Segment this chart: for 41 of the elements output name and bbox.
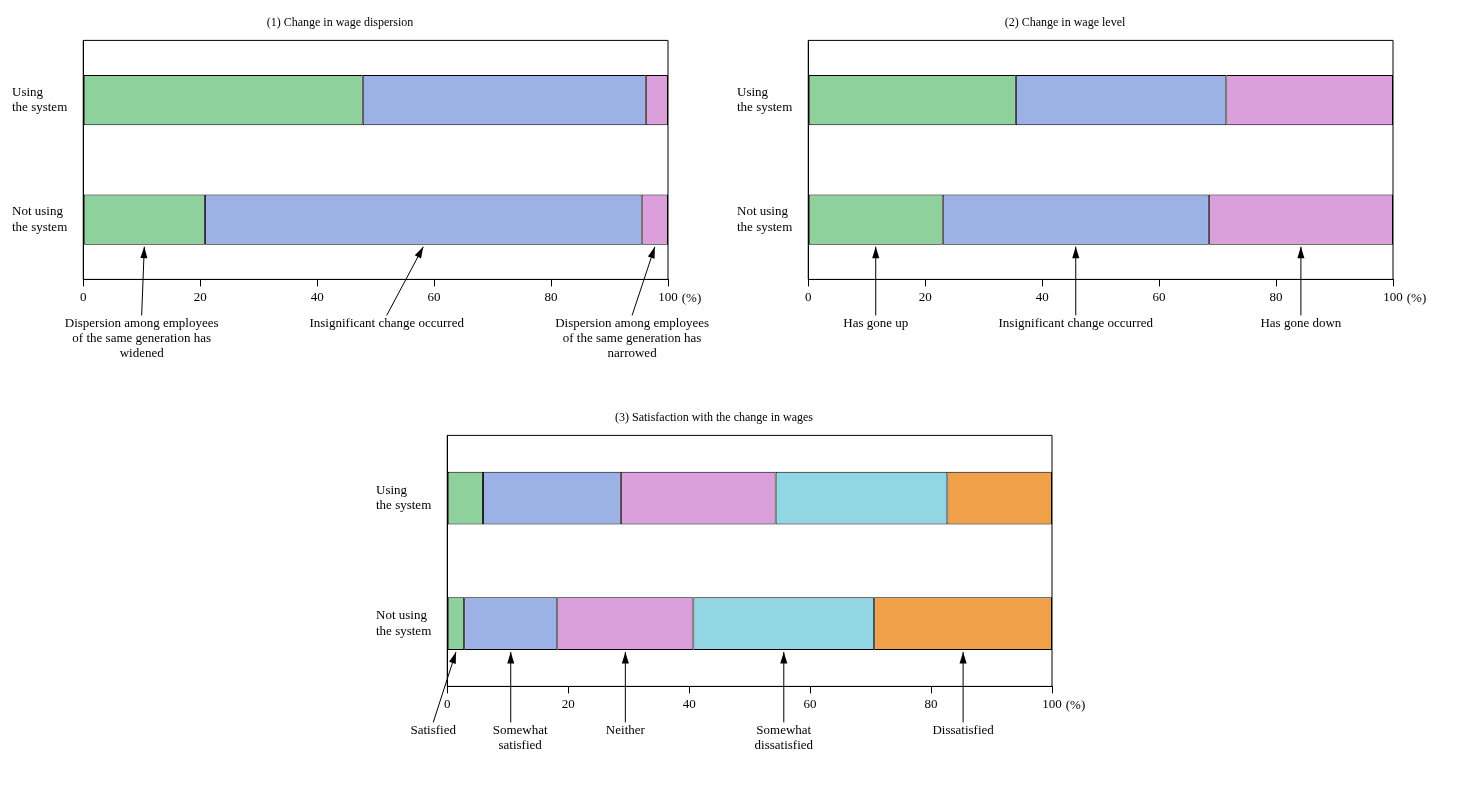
x-tick-label: 0 bbox=[443, 695, 451, 711]
x-tick-label: 100 bbox=[658, 288, 678, 304]
text: Somewhat dissatisfied bbox=[754, 722, 814, 753]
y-tick-label: Not using the system bbox=[737, 203, 793, 234]
y-tick-label: Using the system bbox=[737, 83, 793, 115]
chart-title: (1) Change in wage dispersion bbox=[266, 15, 414, 30]
x-tick-label: 100 bbox=[1042, 695, 1062, 711]
x-tick-label: 60 bbox=[1152, 288, 1166, 304]
x-tick-label: 80 bbox=[544, 288, 558, 304]
x-tick-label: 0 bbox=[79, 288, 87, 304]
x-tick-label: 60 bbox=[427, 288, 441, 304]
x-tick-label: 0 bbox=[804, 288, 812, 304]
y-tick-label: Using the system bbox=[376, 481, 432, 513]
y-tick-label: Not using the system bbox=[12, 203, 68, 234]
x-tick-label: 20 bbox=[561, 695, 575, 711]
x-axis-title: (%) bbox=[681, 290, 702, 306]
x-axis-title: (%) bbox=[1406, 290, 1427, 306]
x-tick-label: 40 bbox=[1035, 288, 1049, 304]
text: Has gone up bbox=[843, 315, 909, 331]
x-axis-title: (%) bbox=[1065, 697, 1086, 713]
x-tick-label: 80 bbox=[1269, 288, 1283, 304]
x-tick-label: 40 bbox=[310, 288, 324, 304]
y-tick-label: Using the system bbox=[12, 83, 68, 115]
text: Insignificant change occurred bbox=[998, 315, 1154, 331]
chart-title: (3) Satisfaction with the change in wages bbox=[615, 410, 814, 425]
text: Neither bbox=[605, 722, 646, 738]
text: Dissatisfied bbox=[932, 722, 995, 738]
text: Insignificant change occurred bbox=[309, 315, 465, 331]
text: Has gone down bbox=[1260, 315, 1342, 331]
text: Satisfied bbox=[410, 722, 457, 738]
text: Dispersion among employees of the same generation has widened bbox=[64, 315, 219, 361]
y-tick-label: Not using the system bbox=[376, 607, 432, 638]
x-tick-label: 20 bbox=[193, 288, 207, 304]
x-tick-label: 100 bbox=[1383, 288, 1403, 304]
chart-title: (2) Change in wage level bbox=[1004, 15, 1126, 30]
x-tick-label: 20 bbox=[918, 288, 932, 304]
text: Dispersion among employees of the same generation has narrowed bbox=[555, 315, 709, 361]
x-tick-label: 60 bbox=[803, 695, 817, 711]
x-tick-label: 40 bbox=[682, 695, 696, 711]
text: Somewhat satisfied bbox=[492, 722, 548, 753]
x-tick-label: 80 bbox=[924, 695, 938, 711]
